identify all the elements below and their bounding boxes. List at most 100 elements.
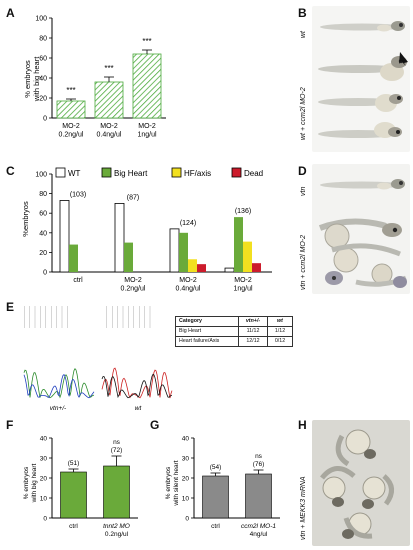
chart-a-ytick-label: 0 [43, 116, 47, 123]
chart-a-category-label: 0.4ng/ul [97, 132, 122, 139]
larva-rescue-4-icon [342, 512, 373, 539]
chart-g-ytick-label: 20 [182, 476, 190, 483]
chart-c-ylabel: %embryos [21, 201, 30, 237]
chart-c-bar [224, 267, 235, 273]
larva-deformed-2-icon [325, 243, 401, 285]
chart-c-legend-label: HF/axis [184, 169, 211, 178]
genotype-table: Category vtn+/- wt Big Heart 11/12 1/12 … [175, 316, 293, 347]
seq-label-het: vtn+/- [50, 405, 67, 412]
d-label-vtn: vtn [300, 186, 307, 196]
chart-a-ytick-label: 20 [39, 96, 47, 103]
chart-g-ylabel-2: with silent heart [173, 460, 180, 506]
chart-g-category-label: 4ng/ul [250, 531, 268, 538]
chart-f-ylabel-2: with big heart [31, 463, 38, 503]
chart-a-ytick-label: 80 [39, 36, 47, 43]
chart-g-count-label: (54) [210, 464, 222, 471]
larva-rescue-3-icon [362, 474, 394, 509]
panel-label-a: A [6, 6, 15, 20]
chart-c-legend-swatch [171, 167, 182, 178]
table-row: Heart failure/Axis 12/12 0/12 [175, 336, 293, 347]
table-header-category: Category [175, 316, 239, 327]
chart-c-ytick-label: 0 [43, 270, 47, 277]
chart-a-bar [94, 81, 124, 119]
chart-f-bar [103, 465, 130, 519]
panel-label-g: G [150, 418, 160, 432]
chart-c-category-label: 0.4ng/ul [176, 286, 201, 293]
chart-g-bar [202, 475, 229, 519]
chart-f-bar [60, 471, 87, 519]
chart-g-significance: ns [255, 453, 263, 460]
table-cell: 11/12 [238, 326, 268, 337]
chart-a-ytick-label: 60 [39, 56, 47, 63]
chart-c-bar [252, 263, 261, 272]
chart-c-bar [59, 200, 70, 273]
trace-right-2 [101, 373, 173, 399]
panel-b-image [312, 6, 410, 152]
table-cell: 1/12 [267, 326, 293, 337]
d-label-vtn-mo: vtn + ccm2l MO-2 [300, 234, 307, 290]
chart-c-category-label: MO-2 [179, 277, 197, 284]
chart-c-count-label: (87) [127, 194, 139, 201]
chart-g-ytick-label: 0 [185, 516, 189, 523]
chart-a-significance: *** [66, 86, 75, 95]
panel-label-f: F [6, 418, 14, 432]
chart-a-ytick-label: 40 [39, 76, 47, 83]
panel-d-image [312, 164, 410, 294]
panel-label-d: D [298, 164, 307, 178]
chart-c-ytick-label: 40 [39, 230, 47, 237]
chart-c-category-label: ctrl [73, 277, 83, 284]
chart-f-ytick-label: 20 [40, 476, 48, 483]
chart-c-legend-label: Dead [244, 169, 263, 178]
chart-c-bar [188, 259, 197, 272]
chart-g-ytick-label: 10 [182, 496, 190, 503]
chart-f-category-label: 0.2ng/ul [105, 531, 129, 538]
chart-f: % embryos with big heart 0 10 20 30 40 (51) ct… [23, 436, 138, 538]
chart-f-category-label: ctrl [69, 523, 78, 530]
b-label-wt: wt [300, 31, 307, 38]
chart-c-ytick-label: 80 [39, 191, 47, 198]
panel-label-e: E [6, 300, 15, 314]
chart-g-ytick-label: 40 [182, 436, 190, 443]
panel-label-b: B [298, 6, 307, 20]
chart-c-legend-label: Big Heart [114, 169, 148, 178]
trace-right [101, 367, 173, 399]
chart-c-legend-label: WT [68, 169, 81, 178]
chart-c-ytick-label: 60 [39, 211, 47, 218]
larva-deformed-1-icon [318, 218, 402, 249]
chart-f-significance: ns [113, 439, 121, 446]
table-header-row: Category vtn+/- wt [175, 316, 293, 327]
chart-a-bar [132, 53, 162, 119]
sequence-letters [24, 306, 151, 328]
table-cell: Heart failure/Axis [175, 336, 239, 347]
larva-rescue-2-icon [320, 466, 356, 507]
chart-a: % embryos with big heart 0 20 40 60 80 100 ***… [23, 16, 166, 139]
chart-c: %embryos 0 20 40 60 80 100 WT Big Heart HF/axis D… [21, 167, 272, 293]
chart-f-ytick-label: 30 [40, 456, 48, 463]
larva-rescue-1-icon [335, 429, 376, 467]
chart-a-category-label: 1ng/ul [137, 132, 157, 139]
chart-g: % embryos with silent heart 0 10 20 30 40 (54… [165, 436, 280, 538]
chart-a-bar [56, 100, 86, 119]
b-label-wt-mo: wt + ccm2l MO-2 [300, 87, 307, 140]
chart-g-count-label: (76) [253, 461, 265, 468]
h-label-rescue: vtn + MEKK3 mRNA [300, 476, 307, 540]
chart-g-bar [245, 473, 272, 519]
chart-a-ylabel-1: % embryos [23, 60, 32, 98]
chart-f-count-label: (51) [68, 460, 80, 467]
chart-c-bar [179, 232, 188, 272]
chart-f-ytick-label: 0 [43, 516, 47, 523]
seq-label-wt: wt [135, 405, 143, 412]
chart-c-bar [169, 228, 180, 273]
chart-f-count-label: (72) [111, 447, 123, 454]
chart-a-category-label: MO-2 [100, 123, 118, 130]
chart-c-bar [197, 264, 206, 272]
chart-a-category-label: 0.2ng/ul [59, 132, 84, 139]
chart-c-count-label: (124) [180, 220, 196, 227]
chart-a-category-label: MO-2 [138, 123, 156, 130]
chart-c-bar [243, 241, 252, 272]
chart-c-legend-swatch [55, 167, 66, 178]
panel-label-h: H [298, 418, 307, 432]
chart-c-ytick-label: 100 [35, 172, 47, 179]
larva-big-heart-2-icon [318, 94, 403, 112]
larva-wt-icon [320, 21, 405, 32]
